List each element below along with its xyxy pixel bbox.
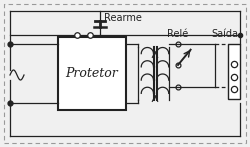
Text: Relé: Relé — [168, 29, 189, 39]
Text: Saída: Saída — [212, 29, 238, 39]
Bar — [228, 44, 240, 99]
Text: Protetor: Protetor — [66, 67, 118, 80]
Bar — [58, 37, 126, 110]
Text: Rearme: Rearme — [104, 13, 142, 23]
